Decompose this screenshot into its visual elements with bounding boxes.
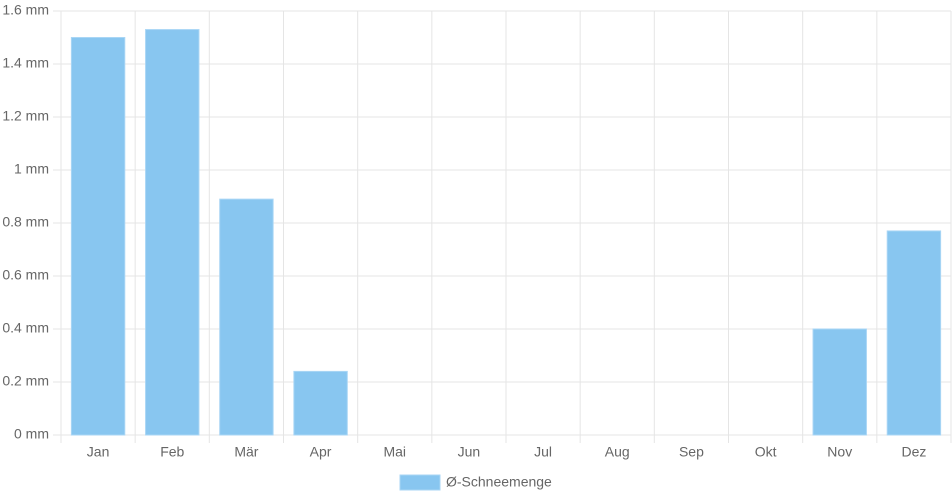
y-tick-label: 1.4 mm xyxy=(2,55,49,71)
x-tick-label: Jul xyxy=(534,444,552,460)
x-tick-label: Sep xyxy=(679,444,704,460)
x-tick-label: Aug xyxy=(605,444,630,460)
bar xyxy=(70,37,126,436)
x-tick-label: Mai xyxy=(383,444,406,460)
y-tick-label: 0.8 mm xyxy=(2,214,49,230)
y-tick-label: 0.6 mm xyxy=(2,267,49,283)
y-tick-label: 1.2 mm xyxy=(2,108,49,124)
y-tick-label: 0 mm xyxy=(14,426,49,442)
bar xyxy=(219,198,274,436)
x-tick-label: Jan xyxy=(87,444,110,460)
x-tick-label: Okt xyxy=(755,444,777,460)
x-tick-label: Dez xyxy=(901,444,926,460)
legend-swatch xyxy=(399,474,441,491)
bar xyxy=(293,370,348,436)
bar xyxy=(812,328,867,436)
bar xyxy=(145,29,200,436)
y-tick-label: 1.6 mm xyxy=(2,2,49,18)
y-tick-label: 0.4 mm xyxy=(2,320,49,336)
y-tick-label: 1 mm xyxy=(14,161,49,177)
x-tick-label: Mär xyxy=(234,444,258,460)
x-tick-label: Apr xyxy=(310,444,332,460)
y-tick-label: 0.2 mm xyxy=(2,373,49,389)
x-tick-label: Nov xyxy=(827,444,852,460)
bar xyxy=(886,230,942,436)
x-tick-label: Feb xyxy=(160,444,184,460)
legend-label: Ø-Schneemenge xyxy=(446,474,552,490)
x-tick-label: Jun xyxy=(458,444,481,460)
